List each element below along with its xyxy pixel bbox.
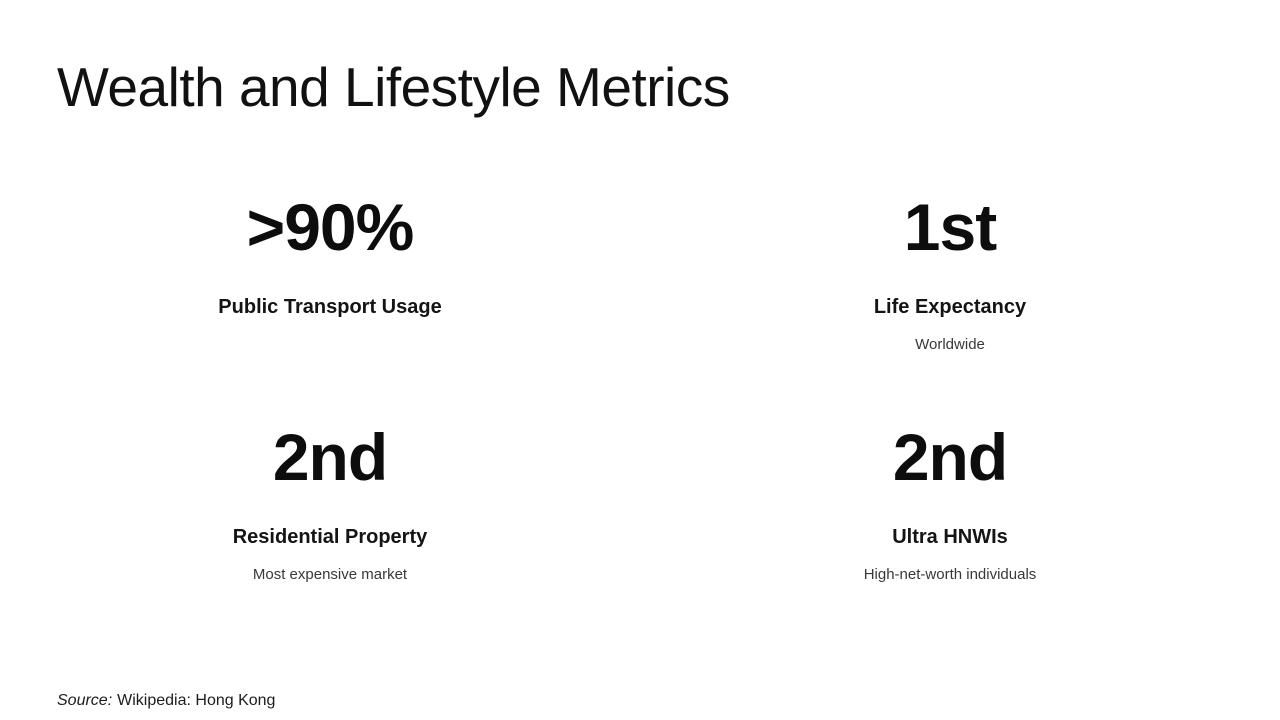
stat-value: 1st [903, 190, 997, 264]
source-prefix: Source: [57, 692, 113, 709]
stat-label: Residential Property [232, 525, 428, 548]
stat-value: >90% [246, 190, 415, 264]
stat-sublabel: Most expensive market [252, 565, 408, 583]
stat-card-life-expectancy: 1st Life Expectancy Worldwide [640, 190, 1260, 420]
stat-label: Ultra HNWIs [892, 525, 1008, 548]
stat-value: 2nd [272, 420, 388, 494]
stat-card-public-transport: >90% Public Transport Usage [20, 190, 640, 420]
stat-card-ultra-hnwis: 2nd Ultra HNWIs High-net-worth individua… [640, 420, 1260, 650]
stat-sublabel: High-net-worth individuals [863, 565, 1037, 583]
source-text: Wikipedia: Hong Kong [117, 692, 276, 709]
page-title: Wealth and Lifestyle Metrics [57, 56, 730, 118]
stat-label: Public Transport Usage [218, 295, 442, 318]
source-attribution: Source: Wikipedia: Hong Kong [57, 692, 275, 710]
stat-sublabel: Worldwide [915, 335, 985, 353]
stat-card-residential-property: 2nd Residential Property Most expensive … [20, 420, 640, 650]
stat-value: 2nd [892, 420, 1008, 494]
stats-grid: >90% Public Transport Usage 1st Life Exp… [20, 190, 1260, 650]
stat-label: Life Expectancy [873, 295, 1027, 318]
